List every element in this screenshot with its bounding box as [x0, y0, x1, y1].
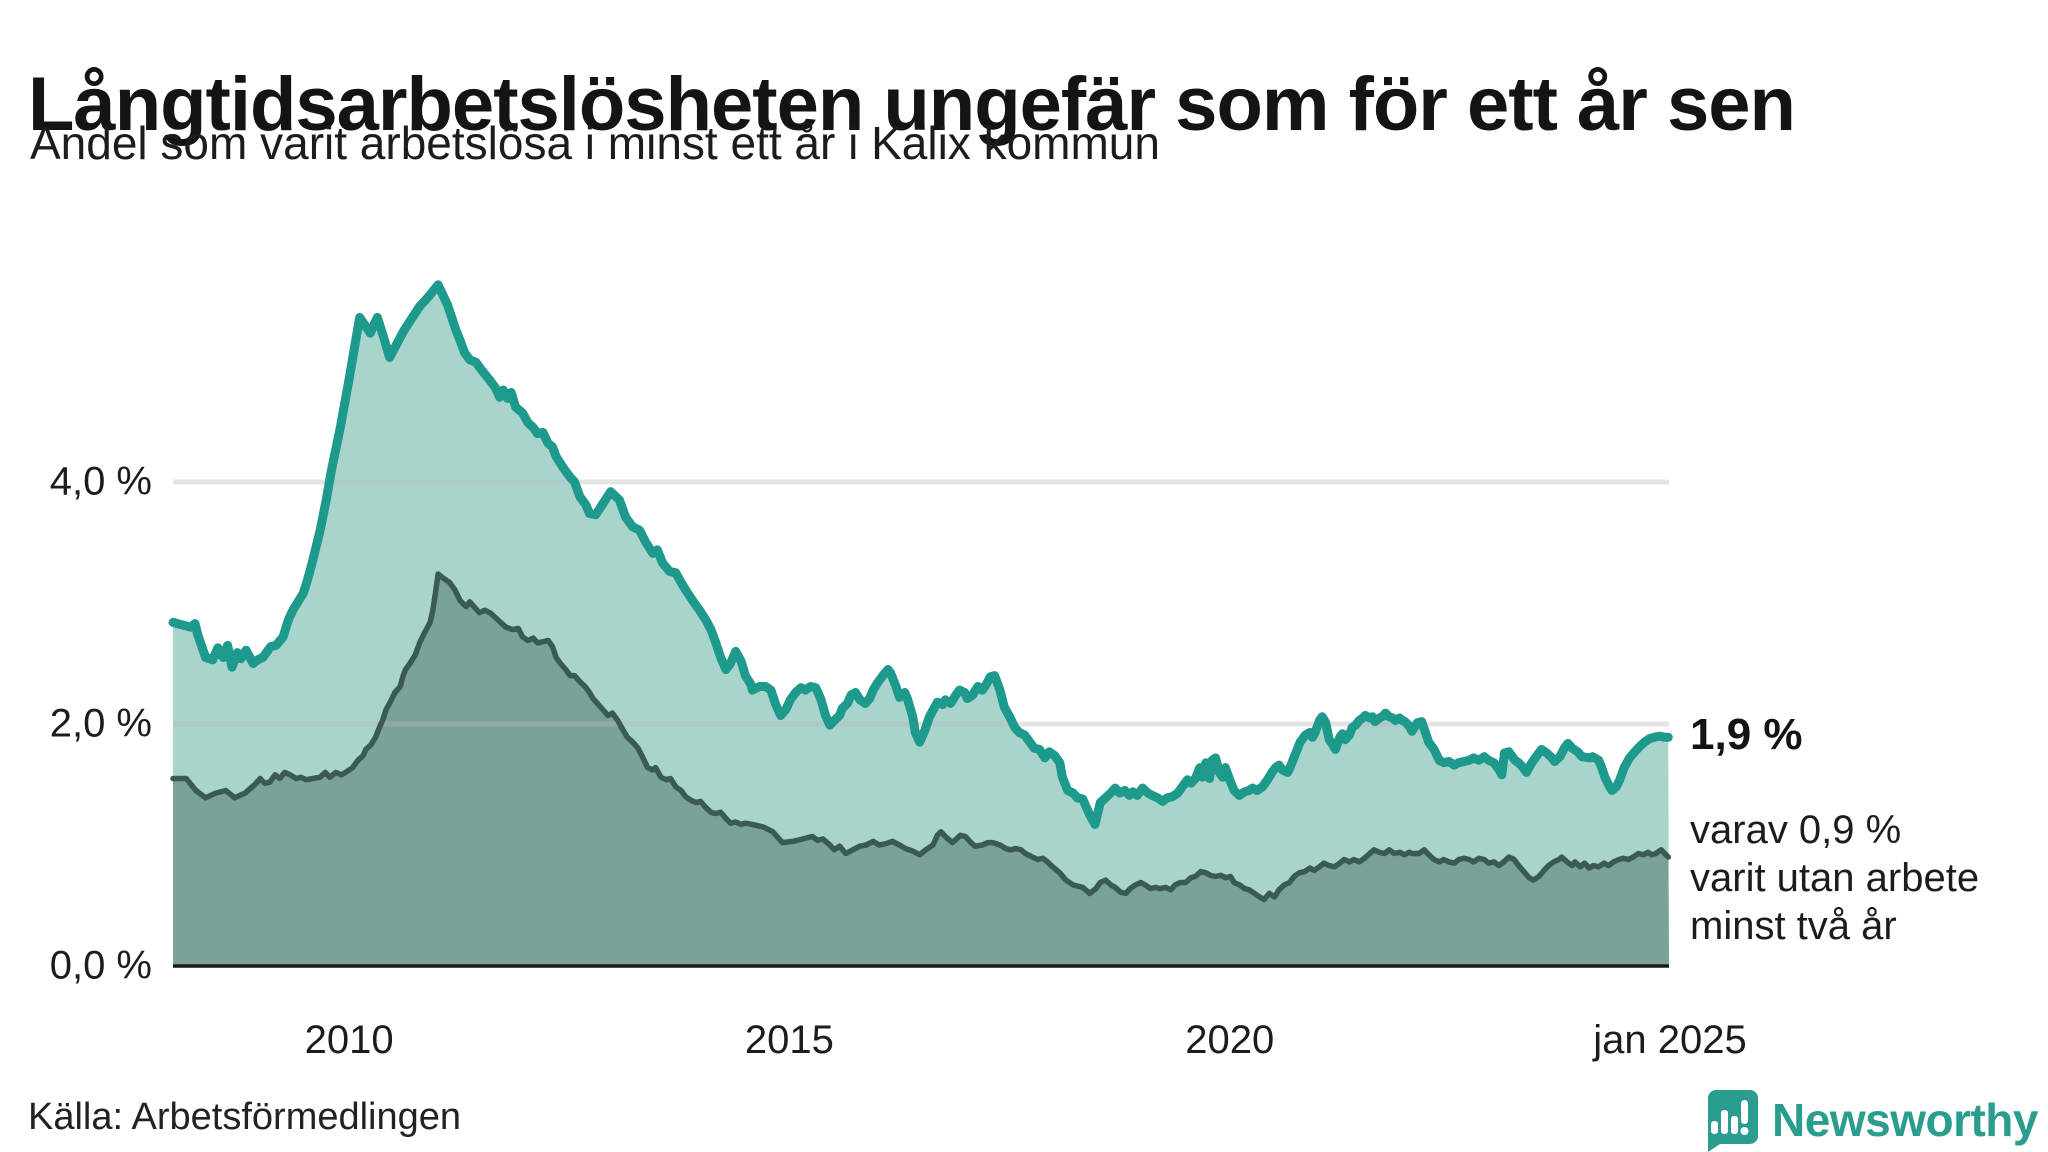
- chart-subtitle: Andel som varit arbetslösa i minst ett å…: [30, 117, 1160, 169]
- y-tick-label-0: 0,0 %: [49, 943, 152, 988]
- line-series1: [168, 280, 1673, 829]
- y-tick-label-4: 4,0 %: [49, 459, 152, 504]
- brand-name: Newsworthy: [1772, 1094, 2038, 1146]
- line-series2: [170, 571, 1672, 903]
- latest-value-label: 1,9 %: [1690, 710, 1803, 759]
- newsworthy-bubble-chart-icon: [1708, 1090, 1759, 1152]
- annotation-line: varav 0,9 %: [1690, 808, 1902, 852]
- y-tick-label-2: 2,0 %: [49, 701, 152, 746]
- annotation-line: varit utan arbete: [1690, 856, 1980, 900]
- area-fill-series2: [173, 574, 1669, 966]
- x-tick-label-2015: 2015: [744, 1018, 834, 1062]
- annotation-line: minst två år: [1690, 904, 1897, 948]
- x-tick-label-jan-2025: jan 2025: [1593, 1018, 1747, 1062]
- series2-annotation: varav 0,9 % varit utan arbete minst två år: [1690, 806, 1979, 950]
- x-tick-label-2020: 2020: [1185, 1018, 1275, 1062]
- page-title: Långtidsarbetslösheten ungefär som för e…: [28, 61, 1796, 147]
- x-tick-label-2010: 2010: [304, 1018, 394, 1062]
- newsworthy-logo: Newsworthy: [1698, 1088, 2038, 1152]
- source-note: Källa: Arbetsförmedlingen: [28, 1096, 462, 1138]
